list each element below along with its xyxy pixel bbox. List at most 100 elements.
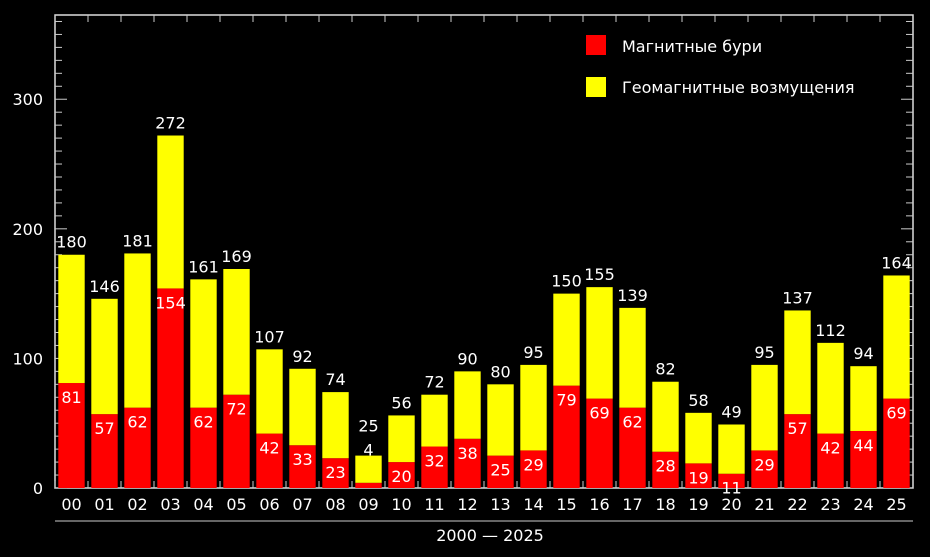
total-value-label: 272: [155, 114, 186, 133]
total-value-label: 107: [254, 327, 285, 346]
storm-value-label: 20: [391, 467, 411, 486]
bar-disturbances: [652, 381, 679, 452]
total-value-label: 94: [853, 344, 873, 363]
bar-disturbances: [58, 254, 85, 384]
storm-value-label: 154: [155, 293, 186, 312]
bar-disturbances: [784, 310, 811, 415]
storm-value-label: 4: [363, 441, 373, 460]
total-value-label: 56: [391, 393, 411, 412]
storm-value-label: 33: [292, 450, 312, 469]
x-tick-label: 02: [127, 495, 147, 514]
bar-storms: [751, 450, 778, 488]
x-tick-label: 15: [556, 495, 576, 514]
x-tick-label: 01: [94, 495, 114, 514]
total-value-label: 161: [188, 257, 219, 276]
x-tick-label: 16: [589, 495, 609, 514]
total-value-label: 155: [584, 265, 615, 284]
x-tick-label: 14: [523, 495, 543, 514]
y-tick-label: 200: [12, 220, 43, 239]
bar-storms: [223, 394, 250, 488]
bar-storms: [256, 433, 283, 488]
storm-value-label: 32: [424, 452, 444, 471]
x-tick-label: 05: [226, 495, 246, 514]
x-tick-label: 10: [391, 495, 411, 514]
bar-storms: [388, 462, 415, 488]
storm-value-label: 19: [688, 468, 708, 487]
storm-value-label: 72: [226, 400, 246, 419]
bar-disturbances: [883, 275, 910, 399]
x-tick-label: 19: [688, 495, 708, 514]
bar-storms: [91, 414, 118, 488]
bar-disturbances: [817, 342, 844, 434]
bar-storms: [883, 398, 910, 488]
data-labels: 81 180 57 146 62 181 154 272 62 161 72 169 42 107 33 92…: [56, 114, 912, 498]
storm-value-label: 28: [655, 457, 675, 476]
x-tick-label: 12: [457, 495, 477, 514]
storm-value-label: 25: [490, 461, 510, 480]
bar-disturbances: [124, 253, 151, 408]
bar-disturbances: [355, 455, 382, 483]
storm-value-label: 38: [457, 444, 477, 463]
x-tick-label: 22: [787, 495, 807, 514]
bar-storms: [355, 482, 382, 488]
total-value-label: 169: [221, 247, 252, 266]
bar-disturbances: [190, 279, 217, 408]
storm-value-label: 42: [820, 439, 840, 458]
bar-storms: [652, 451, 679, 488]
x-tick-label: 17: [622, 495, 642, 514]
bar-disturbances: [388, 415, 415, 463]
bar-storms: [124, 407, 151, 488]
total-value-label: 80: [490, 362, 510, 381]
total-value-label: 25: [358, 417, 378, 436]
storm-value-label: 81: [61, 388, 81, 407]
bar-disturbances: [91, 298, 118, 415]
total-value-label: 90: [457, 349, 477, 368]
bar-storms: [322, 458, 349, 488]
bar-disturbances: [223, 268, 250, 395]
total-value-label: 95: [523, 343, 543, 362]
bars: [58, 135, 910, 488]
storm-value-label: 42: [259, 439, 279, 458]
total-value-label: 49: [721, 403, 741, 422]
x-tick-label: 04: [193, 495, 213, 514]
total-value-label: 58: [688, 391, 708, 410]
storm-value-label: 69: [589, 404, 609, 423]
bar-disturbances: [718, 424, 745, 474]
legend: Магнитные бури Геомагнитные возмущения: [586, 35, 855, 97]
bar-storms: [487, 455, 514, 488]
total-value-label: 112: [815, 321, 846, 340]
bar-storms: [586, 398, 613, 488]
x-tick-label: 24: [853, 495, 873, 514]
storm-value-label: 23: [325, 463, 345, 482]
storm-value-label: 29: [523, 455, 543, 474]
storm-value-label: 11: [721, 479, 741, 498]
bar-storms: [784, 414, 811, 488]
total-value-label: 181: [122, 231, 153, 250]
x-tick-label: 13: [490, 495, 510, 514]
bar-disturbances: [553, 293, 580, 386]
bar-storms: [817, 433, 844, 488]
x-tick-label: 18: [655, 495, 675, 514]
storm-value-label: 62: [193, 413, 213, 432]
x-tick-label: 07: [292, 495, 312, 514]
bar-storms: [421, 446, 448, 488]
storm-value-label: 57: [94, 419, 114, 438]
storm-value-label: 29: [754, 455, 774, 474]
total-value-label: 150: [551, 272, 582, 291]
total-value-label: 137: [782, 288, 813, 307]
bar-storms: [520, 450, 547, 488]
bar-storms: [58, 383, 85, 488]
total-value-label: 74: [325, 370, 345, 389]
x-tick-label: 21: [754, 495, 774, 514]
total-value-label: 82: [655, 360, 675, 379]
bar-disturbances: [520, 364, 547, 451]
x-tick-label: 23: [820, 495, 840, 514]
bar-storms: [289, 445, 316, 488]
x-tick-label: 06: [259, 495, 279, 514]
bar-storms: [718, 473, 745, 488]
bar-storms: [619, 407, 646, 488]
total-value-label: 139: [617, 286, 648, 305]
bar-disturbances: [619, 307, 646, 408]
bar-disturbances: [487, 384, 514, 456]
